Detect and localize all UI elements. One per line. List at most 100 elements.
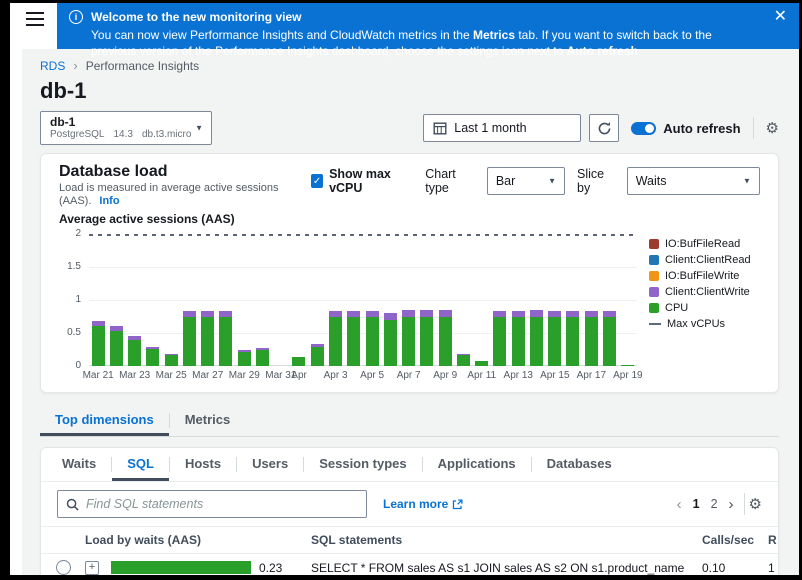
instance-details: PostgreSQL 14.3 db.t3.micro: [50, 129, 192, 140]
divider: [168, 413, 170, 428]
time-range-picker[interactable]: Last 1 month: [423, 114, 582, 142]
chart-bar: [292, 357, 306, 366]
dimension-tab-session-types[interactable]: Session types: [319, 456, 407, 471]
divider: [530, 457, 532, 472]
table-settings-gear-icon[interactable]: ⚙: [748, 495, 762, 513]
gridline: [89, 300, 637, 301]
dimension-tab-hosts[interactable]: Hosts: [184, 456, 222, 471]
chart-bar: [548, 310, 562, 366]
chart-bar: [109, 326, 123, 366]
dimension-tab-users[interactable]: Users: [252, 456, 289, 471]
tab-metrics[interactable]: Metrics: [184, 412, 231, 427]
search-input[interactable]: Find SQL statements: [57, 490, 367, 518]
legend-color-swatch: [649, 287, 659, 297]
close-icon[interactable]: ✕: [773, 8, 787, 25]
legend-item: Client:ClientWrite: [649, 286, 751, 298]
chart-bar: [182, 311, 196, 366]
chart-bar: [201, 311, 215, 366]
table-row: +0.23 SELECT * FROM sales AS s1 JOIN sale…: [41, 554, 778, 575]
chevron-right-icon: ›: [73, 58, 78, 73]
x-axis-line: [89, 365, 637, 366]
next-page-icon[interactable]: ›: [728, 495, 734, 513]
chart-bar: [420, 309, 434, 366]
divider: [111, 457, 113, 472]
top-bar: i Welcome to the new monitoring view You…: [10, 3, 799, 58]
chevron-down-icon: ▼: [195, 123, 203, 133]
page-number-2[interactable]: 2: [710, 497, 718, 511]
time-range-label: Last 1 month: [454, 121, 527, 135]
show-max-vcpu-checkbox[interactable]: ✓ Show max vCPU: [311, 167, 391, 195]
x-tick-label: Mar 21: [82, 370, 114, 381]
chart-bar: [529, 309, 543, 366]
dimension-tab-databases[interactable]: Databases: [546, 456, 612, 471]
info-link[interactable]: Info: [99, 195, 120, 207]
side-nav-strip: [10, 3, 57, 49]
chart-bar: [328, 310, 342, 366]
x-tick-label: Apr: [291, 370, 307, 381]
dimension-tab-sql[interactable]: SQL: [112, 448, 169, 481]
row-radio-button[interactable]: [56, 560, 71, 575]
dimension-tab-waits[interactable]: Waits: [62, 456, 97, 471]
database-load-card: Database load Load is measured in averag…: [40, 153, 779, 393]
chart-bar: [347, 310, 361, 366]
sql-statement-link[interactable]: SELECT * FROM sales AS s1 JOIN sales AS …: [311, 560, 688, 575]
chart-bar: [365, 311, 379, 366]
legend-label: IO:BufFileRead: [665, 238, 741, 250]
refresh-button[interactable]: [589, 114, 620, 142]
table-header-row: Load by waits (AAS) SQL statements Calls…: [41, 526, 778, 554]
legend-dash-swatch: [649, 323, 661, 325]
auto-refresh-toggle[interactable]: [631, 121, 657, 135]
x-tick-label: Mar 29: [228, 370, 260, 381]
chart-type-select[interactable]: Bar ▼: [486, 167, 566, 195]
page-number-1[interactable]: 1: [692, 497, 700, 511]
chart-bar: [493, 310, 507, 366]
chart-type-label: Chart type: [425, 167, 456, 195]
chart-bar: [128, 335, 142, 366]
y-tick-label: 0: [75, 360, 81, 371]
chart-bar: [584, 310, 598, 366]
chart-bar: [602, 310, 616, 366]
x-tick-label: Apr 7: [396, 370, 421, 381]
chart-bar: [237, 350, 251, 366]
clipped-cell: 1: [768, 560, 775, 575]
x-tick-label: Mar 25: [155, 370, 187, 381]
chart-bar: [566, 310, 580, 366]
slice-by-label: Slice by: [577, 167, 605, 195]
tab-top-dimensions[interactable]: Top dimensions: [40, 405, 169, 436]
legend-item: IO:BufFileWrite: [649, 270, 751, 282]
learn-more-link[interactable]: Learn more: [383, 497, 463, 511]
y-tick-label: 1: [75, 294, 81, 305]
settings-gear-icon[interactable]: ⚙: [765, 119, 779, 137]
chart-bar: [621, 364, 635, 366]
chart-bar: [402, 309, 416, 366]
legend-label: Client:ClientRead: [665, 254, 751, 266]
sql-table: Load by waits (AAS) SQL statements Calls…: [41, 526, 778, 575]
main-tabs: Top dimensions Metrics: [40, 405, 779, 437]
legend-color-swatch: [649, 255, 659, 265]
prev-page-icon[interactable]: ‹: [676, 495, 682, 513]
chart-bar: [310, 344, 324, 366]
x-tick-label: Apr 13: [503, 370, 533, 381]
x-tick-label: Apr 17: [576, 370, 607, 381]
breadcrumb: RDS › Performance Insights: [40, 49, 779, 73]
top-dimensions-card: Waits SQL Hosts Users Session types Applicati…: [40, 447, 779, 575]
hamburger-menu-icon[interactable]: [26, 12, 44, 30]
legend-color-swatch: [649, 239, 659, 249]
x-tick-label: Apr 19: [613, 370, 643, 381]
expand-row-button[interactable]: +: [85, 560, 99, 575]
chart-title: Average active sessions (AAS): [59, 212, 235, 226]
gridline: [89, 267, 637, 268]
breadcrumb-rds[interactable]: RDS: [40, 58, 66, 73]
chart-plot: [89, 234, 637, 366]
max-vcpus-line: [89, 234, 637, 236]
chart-bar: [438, 309, 452, 366]
dimension-tab-applications[interactable]: Applications: [437, 456, 516, 471]
database-load-subtitle: Load is measured in average active sessi…: [59, 182, 279, 207]
database-load-title: Database load: [59, 163, 168, 180]
slice-by-select[interactable]: Waits ▼: [626, 167, 760, 195]
x-tick-label: Apr 11: [467, 370, 497, 381]
instance-selector[interactable]: db-1 PostgreSQL 14.3 db.t3.micro ▼: [40, 111, 212, 145]
info-icon: i: [69, 10, 83, 24]
divider: [303, 457, 305, 472]
x-tick-label: Mar 27: [192, 370, 224, 381]
